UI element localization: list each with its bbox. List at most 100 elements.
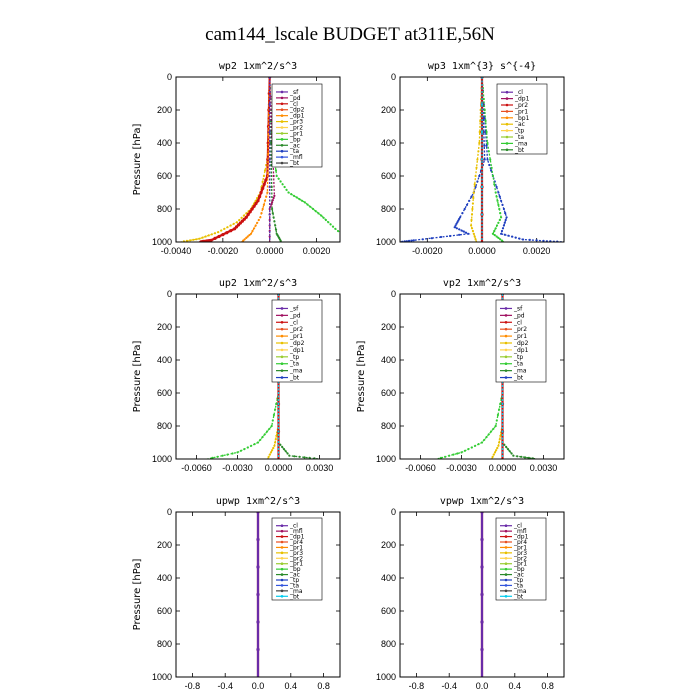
legend-label: _pr1 [289, 544, 303, 551]
series-line-pr1 [207, 294, 280, 459]
series-marker [269, 451, 273, 454]
series-marker [277, 430, 280, 433]
series-marker [502, 224, 505, 227]
series-marker [478, 174, 481, 178]
panel-title: upwp 1xm^2/s^3 [216, 496, 300, 507]
series-marker [198, 237, 201, 240]
legend-label: _ac [513, 572, 524, 579]
series-marker [480, 537, 484, 542]
series-marker [470, 227, 474, 230]
legend-label: _dp2 [289, 340, 305, 347]
y-tick-label: 200 [157, 105, 172, 115]
legend-label: _pr1 [289, 561, 303, 568]
series-marker [486, 141, 489, 145]
x-tick-label: 0.8 [317, 681, 330, 691]
legend-marker [504, 376, 508, 379]
legend-marker [504, 567, 508, 571]
series-marker [468, 199, 471, 202]
legend-label: _ac [514, 121, 525, 128]
series-marker [250, 444, 253, 447]
legend-marker [280, 327, 284, 331]
y-tick-label: 600 [381, 171, 396, 181]
series-marker [274, 438, 277, 441]
legend-marker [505, 129, 509, 132]
legend-label: _bp [289, 566, 301, 573]
x-tick-label: -0.0060 [181, 463, 212, 473]
series-marker [267, 152, 270, 156]
legend-marker [280, 334, 284, 338]
legend-label: _pr1 [513, 333, 527, 340]
y-tick-label: 400 [381, 355, 396, 365]
series-marker [496, 413, 499, 417]
series-marker [345, 237, 347, 239]
series-marker [331, 225, 335, 228]
series-marker [474, 444, 477, 447]
series-marker [271, 199, 274, 202]
plot-frame [399, 511, 565, 678]
series-marker [457, 219, 460, 222]
series-marker [495, 419, 498, 422]
series-marker [271, 449, 274, 452]
legend-label: _pr1 [513, 544, 527, 551]
series-marker [458, 233, 461, 236]
legend-marker [280, 320, 284, 324]
series-marker [472, 196, 475, 200]
plot-frame [175, 511, 341, 678]
legend-marker [504, 307, 508, 310]
series-marker [270, 203, 273, 206]
series-marker [480, 592, 484, 597]
series-marker [444, 455, 447, 458]
y-tick-label: 800 [157, 204, 172, 214]
series-marker [268, 453, 271, 456]
series-marker [499, 212, 502, 215]
legend-label: _ta [513, 582, 523, 589]
series-marker [477, 150, 480, 153]
series-marker [279, 239, 282, 242]
panels-group: wp2 1xm^2/s^3 Pressure [hPa] 0 200 400 600 800… [132, 61, 565, 691]
series-marker [314, 210, 317, 213]
legend-label: _bp [513, 566, 525, 573]
legend-marker [504, 594, 508, 598]
series-marker [254, 201, 258, 206]
y-tick-label: 200 [381, 105, 396, 115]
series-marker [494, 191, 497, 194]
legend-marker [280, 155, 284, 159]
series-marker [487, 433, 490, 436]
series-marker [480, 103, 484, 106]
series-marker [470, 224, 473, 227]
legend-marker [280, 584, 284, 587]
legend-marker [504, 314, 508, 317]
series-marker [471, 207, 474, 211]
series-marker [279, 443, 282, 446]
legend-marker [280, 573, 284, 576]
legend-label: _ac [289, 142, 300, 149]
series-marker [263, 433, 266, 436]
series-marker [256, 647, 260, 652]
legend-marker [504, 327, 508, 331]
plot-frame [175, 293, 341, 460]
series-marker [272, 196, 275, 200]
series-group [256, 512, 260, 677]
legend-label: _tp [289, 354, 299, 361]
legend-marker [280, 589, 284, 593]
series-marker [235, 221, 238, 224]
legend-label: _bt [514, 147, 525, 154]
series-marker [473, 235, 476, 238]
series-marker [233, 227, 237, 231]
series-marker [421, 238, 424, 241]
series-marker [250, 207, 254, 211]
y-tick-label: 0 [167, 289, 172, 299]
y-tick-label: 400 [157, 138, 172, 148]
y-tick-label: 400 [381, 138, 396, 148]
series-line-pr1 [436, 294, 504, 459]
x-tick-label: 0.0000 [489, 463, 517, 473]
legend-label: _cl [289, 101, 298, 108]
y-tick-label: 600 [157, 171, 172, 181]
series-marker [542, 239, 545, 242]
series-marker [501, 430, 504, 433]
series-marker [272, 446, 275, 450]
series-marker [324, 218, 327, 222]
legend-marker [280, 120, 284, 123]
series-marker [500, 199, 503, 202]
series-marker [510, 235, 514, 238]
